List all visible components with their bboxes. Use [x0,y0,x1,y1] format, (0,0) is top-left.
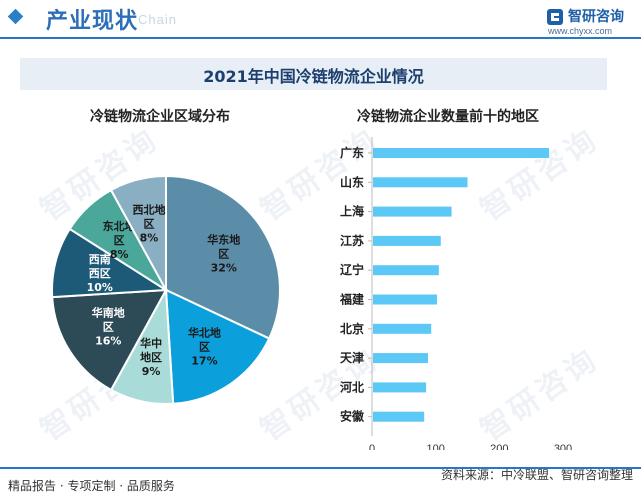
pie-slice-label: 华东地区 32% [207,232,240,274]
header-divider [0,37,641,39]
category-label: 辽宁 [340,262,364,277]
bar [373,382,427,393]
category-label: 北京 [340,321,364,336]
category-label: 福建 [339,292,365,307]
brand-name: 智研咨询 [568,9,624,25]
brand-logo-icon [547,9,563,25]
footer-divider [0,467,641,469]
pie-slice [51,288,168,392]
bar [373,411,425,422]
diamond-icon [7,8,24,25]
category-label: 上海 [340,204,364,219]
bar [373,206,452,217]
x-tick-label: 100 [426,443,444,450]
pie-slice-label: 西南西区 10% [87,252,113,294]
bar [373,323,432,334]
pie-chart: 华东地区 32% 华北地区 17% 华中地区 9% 华南地区 16% 西南西区 10%东北地区 8%… [51,174,281,405]
pie-slice-label: 华中地区 9% [140,336,162,378]
bar [373,294,437,305]
x-tick-label: 200 [490,443,508,450]
category-label: 天津 [340,350,364,365]
x-tick-label: 300 [554,443,572,450]
category-label: 安徽 [340,409,365,424]
bar [373,177,468,188]
page-title: 产业现状 [46,9,139,34]
pie-chart-title: 冷链物流企业区域分布 [90,109,230,125]
category-label: 山东 [340,174,364,189]
pie-slice-label: 东北地区 8% [103,219,136,261]
pie-slice [109,174,167,291]
page-subtitle: Chain [138,12,177,27]
x-tick-label: 0 [369,443,375,450]
data-source: 资料来源：中冷联盟、智研咨询整理 [440,468,633,482]
brand-url[interactable]: www.chyxx.com [548,26,613,36]
category-label: 河北 [339,379,364,394]
pie-slice [164,288,271,405]
chart-title: 2021年中国冷链物流企业情况 [203,67,424,86]
bar [373,235,441,246]
pie-slice-label: 华南地区 16% [92,306,125,348]
category-label: 江苏 [340,233,364,248]
footer-slogan: 精品报告 · 专项定制 · 品质服务 [8,479,175,493]
pie-slice-label: 华北地区 17% [188,326,221,368]
chart-title-bar: 2021年中国冷链物流企业情况 [20,58,607,90]
pie-slice-label: 西北地区 8% [132,203,165,245]
bar [373,265,439,276]
bar [373,148,549,158]
pie-slice [51,227,170,299]
header: 产业现状 Chain 智研咨询 www.chyxx.com [0,0,641,40]
bar-chart-title: 冷链物流企业数量前十的地区 [357,109,539,125]
bar [373,353,429,364]
category-label: 广东 [340,145,364,160]
pie-slice [165,174,281,340]
